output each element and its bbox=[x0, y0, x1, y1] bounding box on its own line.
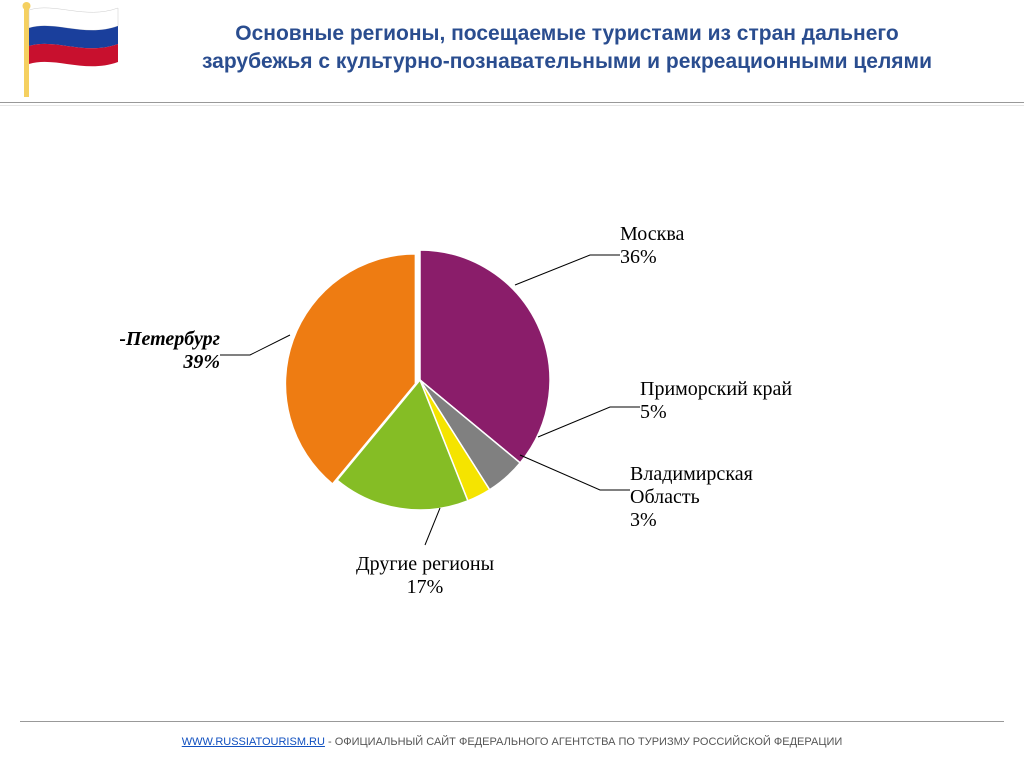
leader-line bbox=[515, 255, 620, 285]
divider-top bbox=[0, 102, 1024, 103]
slice-label: ВладимирскаяОбласть3% bbox=[630, 463, 753, 531]
leader-line bbox=[220, 335, 290, 355]
title-line-2: зарубежья с культурно-познавательными и … bbox=[202, 50, 932, 73]
footer-link[interactable]: WWW.RUSSIATOURISM.RU bbox=[182, 736, 325, 748]
slice-label: Другие регионы17% bbox=[356, 553, 494, 598]
slice-label: Москва36% bbox=[620, 223, 685, 268]
footer: WWW.RUSSIATOURISM.RU - ОФИЦИАЛЬНЫЙ САЙТ … bbox=[20, 736, 1004, 748]
pie-chart: Москва36% Приморский край5% ВладимирскаяОб… bbox=[120, 150, 900, 650]
divider-top-shadow bbox=[0, 105, 1024, 106]
title-line-1: Основные регионы, посещаемые туристами и… bbox=[235, 22, 898, 45]
leader-line bbox=[425, 508, 440, 545]
divider-bottom bbox=[20, 721, 1004, 722]
russian-flag-icon bbox=[0, 0, 120, 100]
page-title: Основные регионы, посещаемые туристами и… bbox=[150, 20, 984, 77]
slide: Основные регионы, посещаемые туристами и… bbox=[0, 0, 1024, 768]
footer-text: - ОФИЦИАЛЬНЫЙ САЙТ ФЕДЕРАЛЬНОГО АГЕНТСТВ… bbox=[325, 736, 842, 748]
slice-label: Приморский край5% bbox=[640, 378, 792, 423]
leader-line bbox=[538, 407, 640, 437]
leader-line bbox=[520, 455, 630, 490]
slice-label: Санкт-Петербург39% bbox=[120, 328, 220, 373]
